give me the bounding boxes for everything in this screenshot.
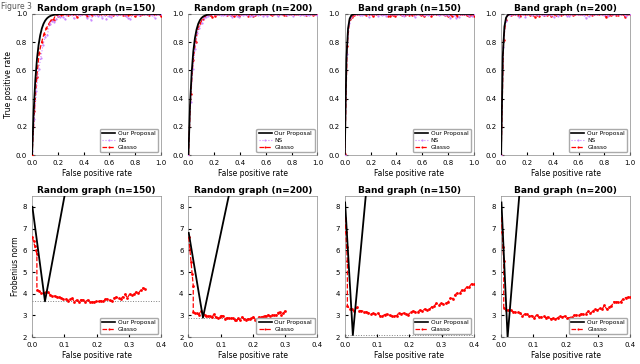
Title: Band graph (n=150): Band graph (n=150) (358, 186, 461, 195)
Legend: Our Proposal, Glasso: Our Proposal, Glasso (413, 318, 471, 334)
X-axis label: False positive rate: False positive rate (531, 351, 601, 360)
X-axis label: False positive rate: False positive rate (218, 351, 288, 360)
X-axis label: False positive rate: False positive rate (374, 351, 444, 360)
Title: Band graph (n=200): Band graph (n=200) (514, 4, 617, 13)
Title: Band graph (n=150): Band graph (n=150) (358, 4, 461, 13)
Legend: Our Proposal, Glasso: Our Proposal, Glasso (569, 318, 627, 334)
Title: Band graph (n=200): Band graph (n=200) (514, 186, 617, 195)
Legend: Our Proposal, NS, Glasso: Our Proposal, NS, Glasso (100, 129, 158, 152)
Legend: Our Proposal, NS, Glasso: Our Proposal, NS, Glasso (413, 129, 471, 152)
X-axis label: False positive rate: False positive rate (531, 169, 601, 178)
X-axis label: False positive rate: False positive rate (61, 169, 132, 178)
X-axis label: False positive rate: False positive rate (218, 169, 288, 178)
Title: Random graph (n=200): Random graph (n=200) (194, 186, 312, 195)
Legend: Our Proposal, Glasso: Our Proposal, Glasso (257, 318, 315, 334)
Y-axis label: Frobenius norm: Frobenius norm (11, 237, 20, 296)
Text: Figure 3: Figure 3 (1, 2, 32, 11)
Legend: Our Proposal, NS, Glasso: Our Proposal, NS, Glasso (569, 129, 627, 152)
Title: Random graph (n=150): Random graph (n=150) (37, 186, 156, 195)
X-axis label: False positive rate: False positive rate (374, 169, 444, 178)
Legend: Our Proposal, NS, Glasso: Our Proposal, NS, Glasso (257, 129, 315, 152)
Title: Random graph (n=200): Random graph (n=200) (194, 4, 312, 13)
X-axis label: False positive rate: False positive rate (61, 351, 132, 360)
Title: Random graph (n=150): Random graph (n=150) (37, 4, 156, 13)
Y-axis label: True positive rate: True positive rate (4, 51, 13, 118)
Legend: Our Proposal, Glasso: Our Proposal, Glasso (100, 318, 158, 334)
